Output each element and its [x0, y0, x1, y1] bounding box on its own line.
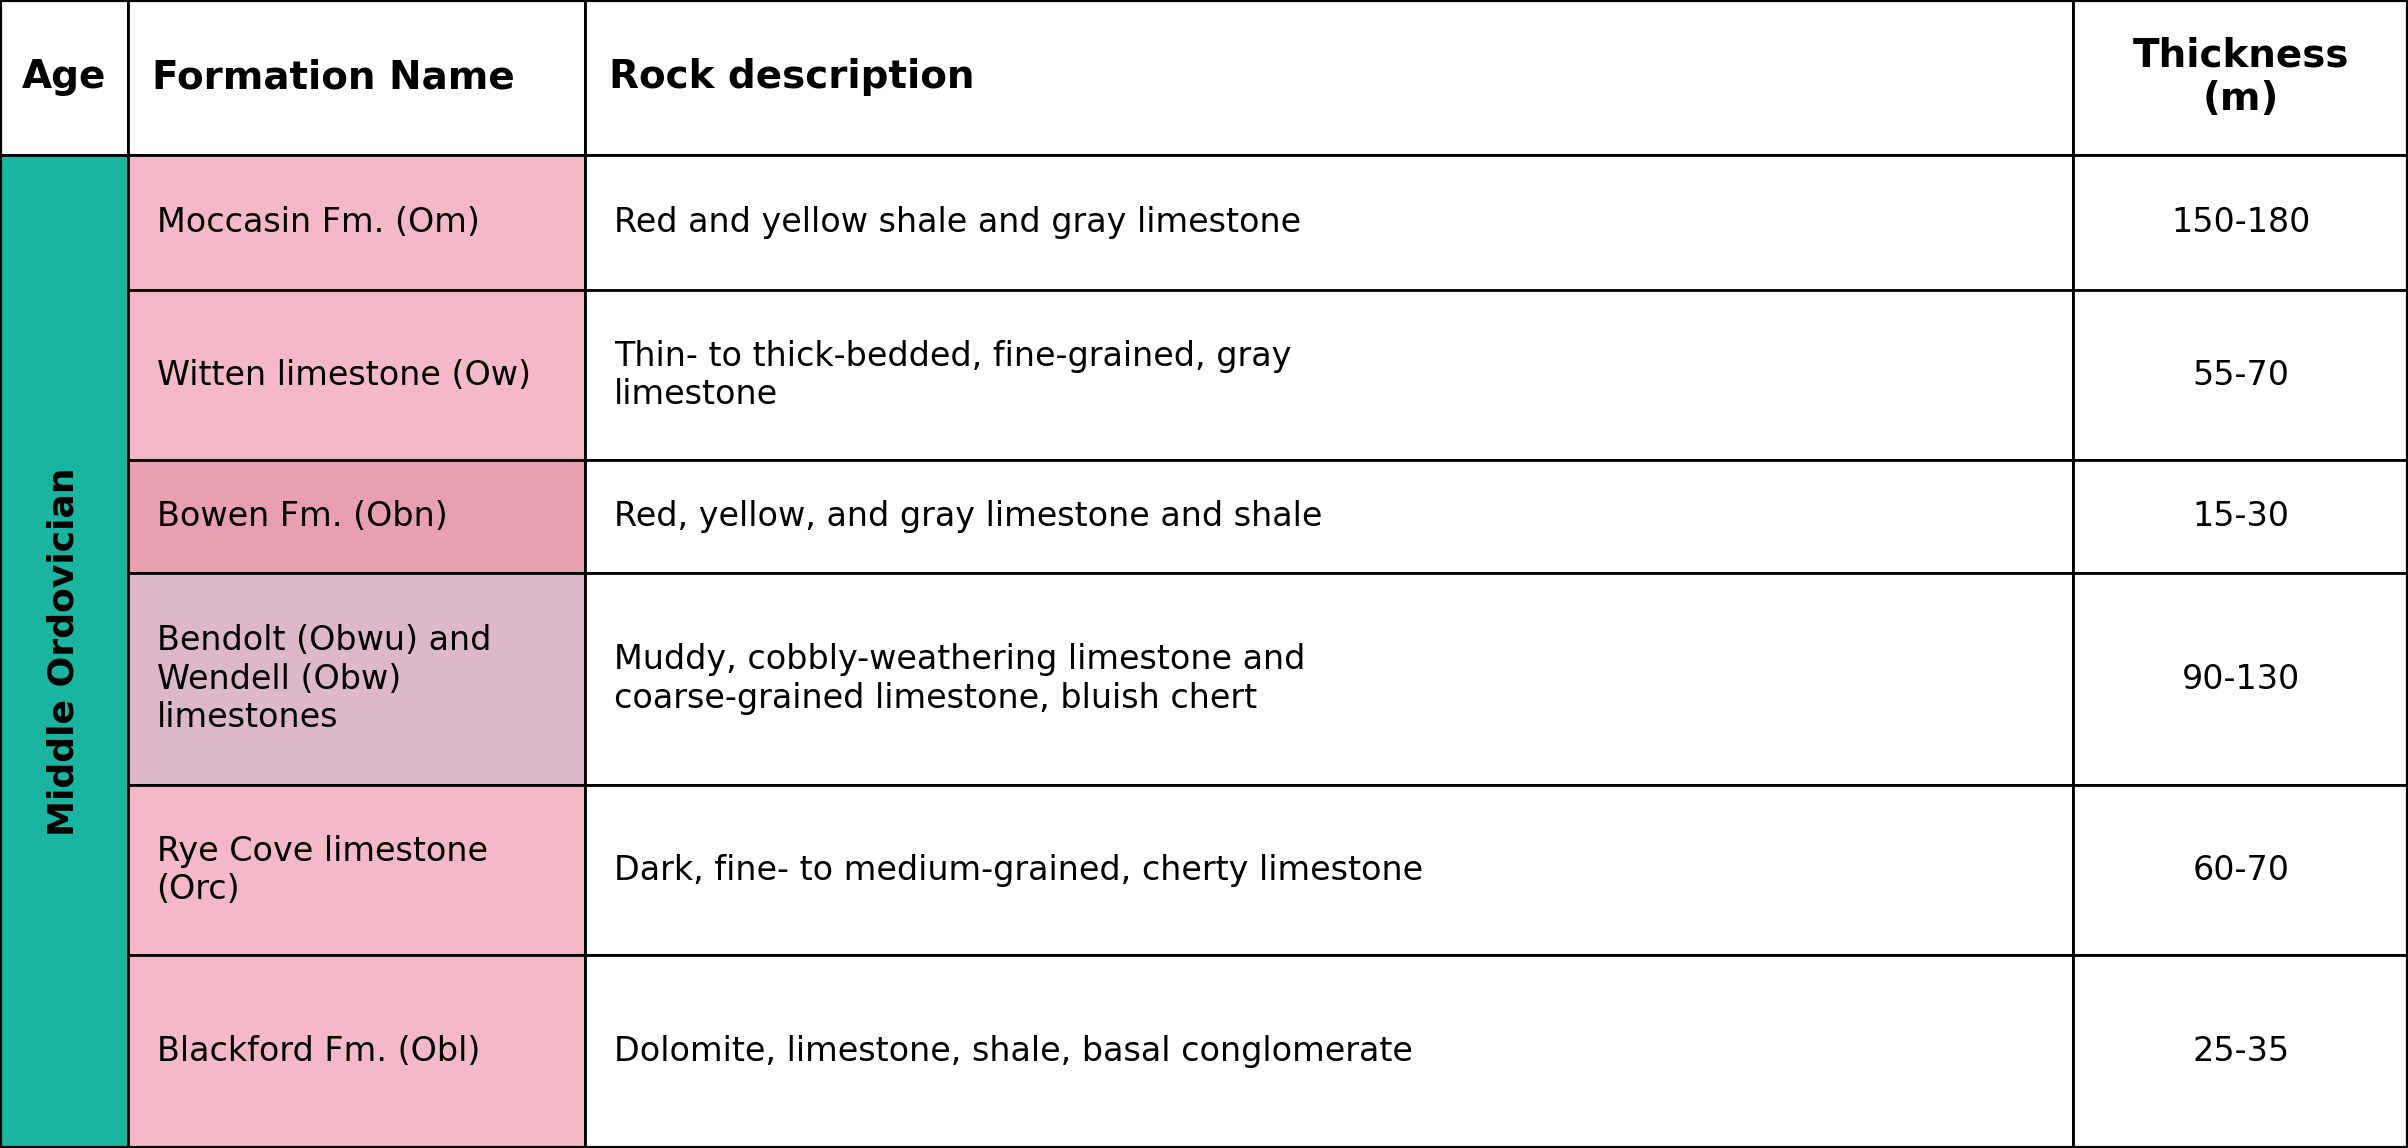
Bar: [585, 0, 2073, 155]
Text: Dark, fine- to medium-grained, cherty limestone: Dark, fine- to medium-grained, cherty li…: [614, 854, 1423, 886]
Text: 15-30: 15-30: [2191, 501, 2290, 533]
Text: Thickness
(m): Thickness (m): [2133, 37, 2348, 118]
Bar: [0, 155, 128, 1148]
Bar: [585, 785, 2073, 955]
Text: 90-130: 90-130: [2182, 662, 2300, 696]
Bar: [2073, 785, 2408, 955]
Bar: [128, 955, 585, 1148]
Text: Formation Name: Formation Name: [152, 59, 515, 96]
Text: 150-180: 150-180: [2172, 207, 2309, 239]
Text: Muddy, cobbly-weathering limestone and
coarse-grained limestone, bluish chert: Muddy, cobbly-weathering limestone and c…: [614, 643, 1305, 715]
Bar: [2073, 955, 2408, 1148]
Bar: [585, 573, 2073, 785]
Bar: [2073, 573, 2408, 785]
Bar: [128, 0, 585, 155]
Bar: [128, 155, 585, 290]
Bar: [585, 955, 2073, 1148]
Text: Rock description: Rock description: [609, 59, 975, 96]
Bar: [2073, 290, 2408, 460]
Text: Rye Cove limestone
(Orc): Rye Cove limestone (Orc): [157, 835, 486, 906]
Text: 55-70: 55-70: [2191, 359, 2290, 391]
Text: Middle Ordovician: Middle Ordovician: [46, 467, 82, 836]
Bar: [585, 290, 2073, 460]
Bar: [2073, 0, 2408, 155]
Text: Red and yellow shale and gray limestone: Red and yellow shale and gray limestone: [614, 207, 1300, 239]
Text: 60-70: 60-70: [2191, 854, 2290, 886]
Text: Age: Age: [22, 59, 106, 96]
Bar: [128, 290, 585, 460]
Bar: [0, 0, 128, 155]
Text: Red, yellow, and gray limestone and shale: Red, yellow, and gray limestone and shal…: [614, 501, 1322, 533]
Text: Bowen Fm. (Obn): Bowen Fm. (Obn): [157, 501, 448, 533]
Bar: [128, 460, 585, 573]
Text: Bendolt (Obwu) and
Wendell (Obw)
limestones: Bendolt (Obwu) and Wendell (Obw) limesto…: [157, 625, 491, 734]
Text: 25-35: 25-35: [2191, 1035, 2290, 1068]
Text: Witten limestone (Ow): Witten limestone (Ow): [157, 359, 530, 391]
Bar: [128, 573, 585, 785]
Bar: [128, 785, 585, 955]
Bar: [2073, 155, 2408, 290]
Text: Moccasin Fm. (Om): Moccasin Fm. (Om): [157, 207, 479, 239]
Text: Dolomite, limestone, shale, basal conglomerate: Dolomite, limestone, shale, basal conglo…: [614, 1035, 1413, 1068]
Bar: [585, 155, 2073, 290]
Bar: [585, 460, 2073, 573]
Text: Thin- to thick-bedded, fine-grained, gray
limestone: Thin- to thick-bedded, fine-grained, gra…: [614, 340, 1291, 411]
Text: Blackford Fm. (Obl): Blackford Fm. (Obl): [157, 1035, 479, 1068]
Bar: [2073, 460, 2408, 573]
